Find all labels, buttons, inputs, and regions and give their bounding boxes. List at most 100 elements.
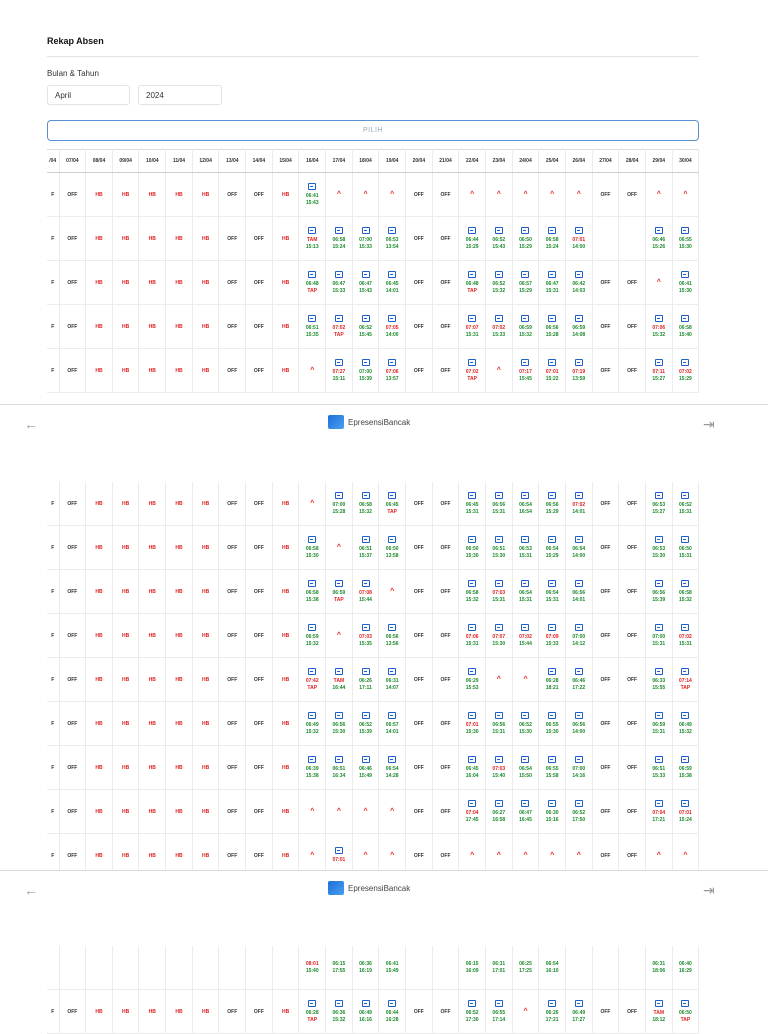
calendar-icon[interactable] [494, 711, 503, 719]
calendar-icon[interactable] [574, 999, 583, 1007]
calendar-icon[interactable] [521, 226, 530, 234]
calendar-icon[interactable] [654, 314, 663, 322]
calendar-icon[interactable] [308, 182, 317, 190]
calendar-icon[interactable] [334, 999, 343, 1007]
calendar-icon[interactable] [468, 226, 477, 234]
calendar-icon[interactable] [361, 623, 370, 631]
calendar-icon[interactable] [361, 270, 370, 278]
calendar-icon[interactable] [334, 847, 343, 854]
month-select[interactable]: April [47, 85, 130, 105]
calendar-icon[interactable] [521, 711, 530, 719]
calendar-icon[interactable] [654, 226, 663, 234]
calendar-icon[interactable] [521, 623, 530, 631]
calendar-icon[interactable] [548, 579, 557, 587]
calendar-icon[interactable] [308, 226, 317, 234]
calendar-icon[interactable] [468, 799, 477, 807]
calendar-icon[interactable] [468, 491, 477, 499]
calendar-icon[interactable] [681, 491, 690, 499]
calendar-icon[interactable] [654, 535, 663, 543]
calendar-icon[interactable] [361, 579, 370, 587]
calendar-icon[interactable] [308, 667, 317, 675]
calendar-icon[interactable] [388, 226, 397, 234]
calendar-icon[interactable] [548, 535, 557, 543]
calendar-icon[interactable] [681, 755, 690, 763]
calendar-icon[interactable] [468, 755, 477, 763]
calendar-icon[interactable] [574, 358, 583, 366]
calendar-icon[interactable] [521, 579, 530, 587]
calendar-icon[interactable] [574, 799, 583, 807]
calendar-icon[interactable] [388, 314, 397, 322]
pilih-button[interactable]: PILIH [47, 120, 699, 141]
calendar-icon[interactable] [334, 226, 343, 234]
calendar-icon[interactable] [521, 314, 530, 322]
calendar-icon[interactable] [308, 314, 317, 322]
calendar-icon[interactable] [521, 358, 530, 366]
calendar-icon[interactable] [361, 535, 370, 543]
calendar-icon[interactable] [654, 579, 663, 587]
calendar-icon[interactable] [681, 667, 690, 675]
calendar-icon[interactable] [681, 314, 690, 322]
calendar-icon[interactable] [361, 667, 370, 675]
calendar-icon[interactable] [388, 491, 397, 499]
calendar-icon[interactable] [654, 999, 663, 1007]
calendar-icon[interactable] [574, 623, 583, 631]
calendar-icon[interactable] [654, 799, 663, 807]
calendar-icon[interactable] [654, 623, 663, 631]
calendar-icon[interactable] [494, 314, 503, 322]
calendar-icon[interactable] [468, 314, 477, 322]
calendar-icon[interactable] [574, 755, 583, 763]
year-input[interactable]: 2024 [138, 85, 222, 105]
calendar-icon[interactable] [574, 535, 583, 543]
calendar-icon[interactable] [308, 999, 317, 1007]
calendar-icon[interactable] [574, 711, 583, 719]
calendar-icon[interactable] [334, 270, 343, 278]
calendar-icon[interactable] [308, 579, 317, 587]
calendar-icon[interactable] [548, 491, 557, 499]
calendar-icon[interactable] [388, 535, 397, 543]
calendar-icon[interactable] [361, 491, 370, 499]
calendar-icon[interactable] [654, 755, 663, 763]
calendar-icon[interactable] [334, 491, 343, 499]
calendar-icon[interactable] [494, 579, 503, 587]
calendar-icon[interactable] [388, 667, 397, 675]
calendar-icon[interactable] [574, 226, 583, 234]
calendar-icon[interactable] [494, 226, 503, 234]
calendar-icon[interactable] [494, 799, 503, 807]
calendar-icon[interactable] [681, 358, 690, 366]
calendar-icon[interactable] [548, 711, 557, 719]
calendar-icon[interactable] [334, 579, 343, 587]
calendar-icon[interactable] [548, 999, 557, 1007]
calendar-icon[interactable] [494, 999, 503, 1007]
calendar-icon[interactable] [361, 226, 370, 234]
calendar-icon[interactable] [361, 999, 370, 1007]
calendar-icon[interactable] [494, 491, 503, 499]
calendar-icon[interactable] [468, 623, 477, 631]
calendar-icon[interactable] [521, 799, 530, 807]
calendar-icon[interactable] [468, 579, 477, 587]
calendar-icon[interactable] [468, 358, 477, 366]
calendar-icon[interactable] [681, 226, 690, 234]
calendar-icon[interactable] [681, 579, 690, 587]
calendar-icon[interactable] [468, 270, 477, 278]
calendar-icon[interactable] [521, 491, 530, 499]
calendar-icon[interactable] [521, 535, 530, 543]
calendar-icon[interactable] [308, 623, 317, 631]
calendar-icon[interactable] [548, 358, 557, 366]
calendar-icon[interactable] [388, 755, 397, 763]
calendar-icon[interactable] [574, 579, 583, 587]
calendar-icon[interactable] [548, 623, 557, 631]
calendar-icon[interactable] [574, 270, 583, 278]
calendar-icon[interactable] [388, 711, 397, 719]
calendar-icon[interactable] [681, 711, 690, 719]
calendar-icon[interactable] [361, 314, 370, 322]
calendar-icon[interactable] [361, 711, 370, 719]
calendar-icon[interactable] [334, 358, 343, 366]
calendar-icon[interactable] [388, 623, 397, 631]
calendar-icon[interactable] [654, 358, 663, 366]
calendar-icon[interactable] [548, 799, 557, 807]
calendar-icon[interactable] [468, 667, 477, 675]
calendar-icon[interactable] [468, 535, 477, 543]
calendar-icon[interactable] [548, 667, 557, 675]
calendar-icon[interactable] [361, 358, 370, 366]
calendar-icon[interactable] [681, 535, 690, 543]
